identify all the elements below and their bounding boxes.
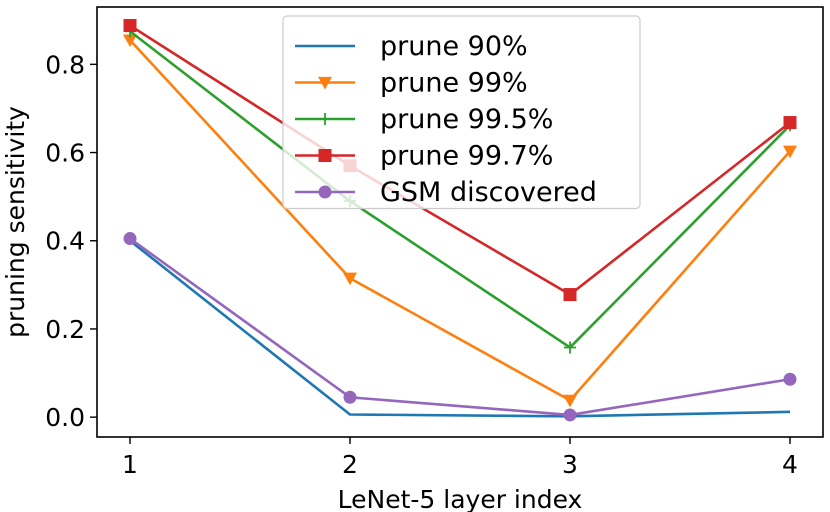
- legend-label: prune 99.5%: [380, 104, 553, 135]
- data-point-marker: [318, 149, 332, 162]
- data-point-marker: [563, 408, 577, 422]
- data-point-marker: [319, 113, 331, 125]
- legend-entry: prune 99%: [295, 68, 528, 99]
- legend-entry: prune 99.7%: [295, 141, 553, 172]
- legend-entry: prune 99.5%: [295, 104, 553, 135]
- plot-frame: [96, 6, 824, 438]
- data-point-marker: [123, 34, 137, 48]
- data-point-marker: [123, 232, 137, 246]
- series-group: [123, 34, 797, 408]
- y-tick-label: 0.0: [45, 403, 85, 432]
- x-axis-title: LeNet-5 layer index: [338, 485, 583, 512]
- data-point-marker: [564, 341, 576, 354]
- data-point-marker: [563, 394, 577, 408]
- series-group: [129, 239, 791, 418]
- data-point-marker: [783, 372, 797, 386]
- series-line: [129, 239, 791, 418]
- x-tick-label: 4: [782, 450, 798, 479]
- legend-label: prune 99%: [380, 68, 528, 99]
- series-line: [129, 24, 791, 296]
- data-point-marker: [783, 145, 797, 159]
- series-group: [123, 232, 797, 422]
- data-point-marker: [563, 288, 577, 302]
- legend-label: prune 90%: [380, 31, 528, 62]
- legend: prune 90% prune 99% prune 99.5% prune 99.7%…: [282, 15, 641, 210]
- ticks-layer: 1 2 3 4 0.0 0.2 0.4 0.6 0.8: [45, 50, 798, 479]
- legend-box: [282, 15, 641, 210]
- x-tick-label: 2: [342, 450, 358, 479]
- series-line: [129, 30, 791, 349]
- legend-label: GSM discovered: [380, 177, 597, 208]
- y-tick-label: 0.8: [45, 50, 85, 79]
- data-point-marker: [343, 390, 357, 404]
- legend-label: prune 99.7%: [380, 141, 553, 172]
- legend-entry: prune 90%: [295, 31, 528, 62]
- y-tick-label: 0.4: [45, 227, 85, 256]
- data-point-marker: [783, 116, 797, 130]
- x-tick-label: 3: [562, 450, 578, 479]
- series-line: [129, 237, 791, 417]
- series-line: [129, 39, 791, 402]
- data-point-marker: [318, 185, 332, 199]
- data-point-marker: [318, 76, 332, 90]
- legend-entry: GSM discovered: [295, 177, 597, 208]
- series-lines-layer: [123, 19, 797, 422]
- y-tick-label: 0.6: [45, 139, 85, 168]
- y-tick-label: 0.2: [45, 315, 85, 344]
- x-tick-label: 1: [122, 450, 138, 479]
- y-axis-title: pruning sensitivity: [1, 106, 30, 338]
- data-point-marker: [343, 272, 357, 286]
- data-point-marker: [123, 19, 137, 33]
- legend-items: prune 90% prune 99% prune 99.5% prune 99.7%…: [295, 31, 597, 208]
